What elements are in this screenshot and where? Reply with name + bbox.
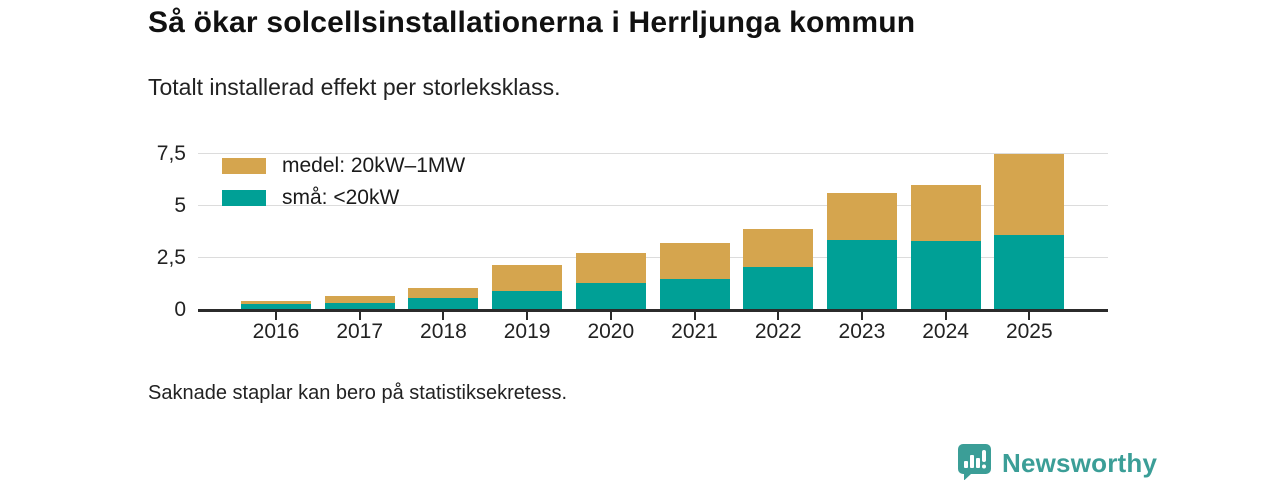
legend-swatch-medel xyxy=(222,158,266,174)
bar-segment-medel xyxy=(826,192,897,241)
legend-label-medel: medel: 20kW–1MW xyxy=(282,154,466,177)
bar-segment-medel xyxy=(492,265,563,292)
x-axis-label: 2018 xyxy=(420,320,467,343)
legend-label-sma: små: <20kW xyxy=(282,186,400,209)
newsworthy-logo-text: Newsworthy xyxy=(1002,448,1158,478)
y-axis-tick-label: 0 xyxy=(174,298,186,321)
x-axis-label: 2019 xyxy=(503,320,551,343)
x-axis-tick xyxy=(777,311,780,320)
bar-segment-medel xyxy=(910,185,981,241)
bar-segment-sma xyxy=(324,302,395,310)
x-axis-tick xyxy=(442,311,445,320)
plot-area xyxy=(198,153,1108,310)
x-axis-tick xyxy=(358,311,361,320)
x-axis-tick xyxy=(944,311,947,320)
x-axis-label: 2022 xyxy=(754,320,802,343)
y-axis-tick-label: 5 xyxy=(174,194,186,217)
newsworthy-logo: Newsworthy xyxy=(955,442,1157,480)
x-axis-label: 2021 xyxy=(671,320,718,343)
gridline xyxy=(198,205,1108,206)
bar-segment-medel xyxy=(324,295,395,303)
x-axis-tick xyxy=(693,311,696,320)
bar-segment-medel xyxy=(994,154,1065,235)
x-axis-label: 2016 xyxy=(252,320,300,343)
bar-segment-medel xyxy=(743,228,814,267)
gridline xyxy=(198,153,1108,154)
footnote: Saknade staplar kan bero på statistiksek… xyxy=(148,382,568,404)
bar-segment-medel xyxy=(241,301,311,304)
y-axis-tick-label: 7,5 xyxy=(156,142,186,165)
x-axis-tick xyxy=(526,311,529,320)
chart-subtitle: Totalt installerad effekt per storlekskl… xyxy=(148,74,561,100)
newsworthy-logo-icon xyxy=(955,442,993,480)
x-axis-tick xyxy=(609,311,612,320)
gridline xyxy=(198,257,1108,258)
legend-item-medel: medel: 20kW–1MW xyxy=(222,154,466,177)
bar-segment-sma xyxy=(408,298,479,310)
x-axis-label: 2025 xyxy=(1005,320,1053,343)
y-axis-tick-label: 2,5 xyxy=(156,246,186,269)
bar-segment-medel xyxy=(659,242,730,280)
bar-segment-sma xyxy=(743,266,814,310)
x-axis-line xyxy=(198,308,1108,312)
chart-title: Så ökar solcellsinstallationerna i Herrl… xyxy=(148,6,916,39)
x-axis-label: 2020 xyxy=(587,320,635,343)
bar-segment-medel xyxy=(575,252,646,283)
legend-swatch-sma xyxy=(222,190,266,206)
bar-segment-sma xyxy=(492,291,563,310)
bar-segment-sma xyxy=(910,240,981,310)
bar-segment-sma xyxy=(659,279,730,310)
x-axis-tick xyxy=(275,311,277,320)
bar-segment-sma xyxy=(826,240,897,310)
bar-segment-sma xyxy=(241,303,311,310)
x-axis-label: 2024 xyxy=(922,320,969,343)
bar-segment-sma xyxy=(575,282,646,310)
bar-segment-sma xyxy=(994,234,1065,310)
legend-item-sma: små: <20kW xyxy=(222,186,465,209)
x-axis-tick xyxy=(860,311,863,320)
bar-segment-medel xyxy=(408,287,479,299)
x-axis-label: 2017 xyxy=(336,320,384,343)
x-axis-label: 2023 xyxy=(838,320,886,343)
legend: medel: 20kW–1MW små: <20kW xyxy=(222,154,466,219)
x-axis-tick xyxy=(1028,311,1031,320)
